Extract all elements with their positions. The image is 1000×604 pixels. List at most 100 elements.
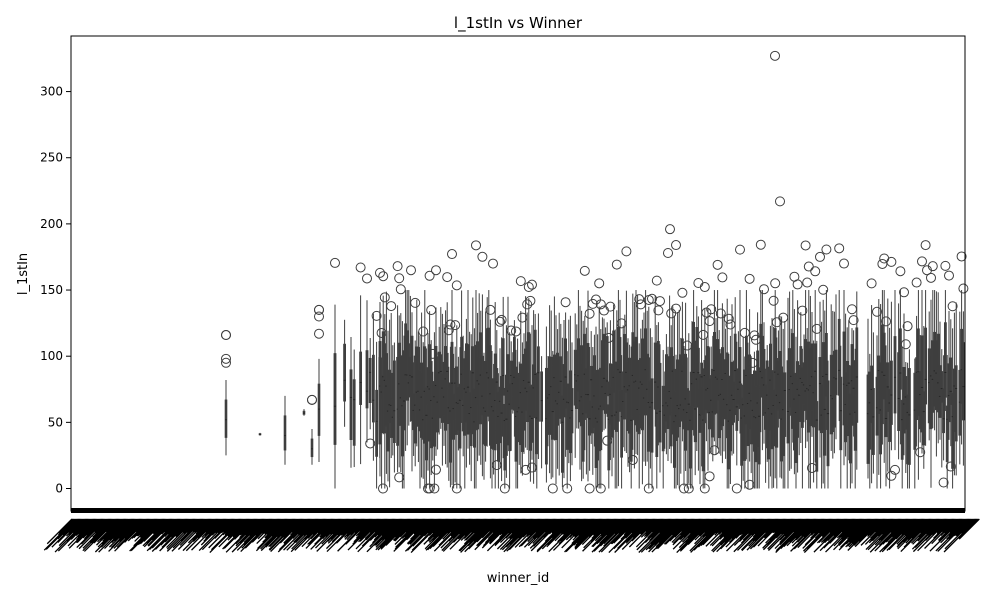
notable-outlier bbox=[314, 304, 324, 315]
x-tick-label bbox=[848, 518, 878, 548]
x-tick-label bbox=[62, 518, 80, 536]
x-tick-label bbox=[291, 518, 323, 550]
x-tick-label bbox=[858, 518, 883, 542]
box-item bbox=[933, 290, 937, 431]
x-tick-label bbox=[166, 518, 201, 552]
x-tick-label bbox=[748, 518, 777, 547]
x-tick-label bbox=[929, 518, 963, 552]
x-tick-label bbox=[640, 518, 676, 553]
x-tick-label bbox=[161, 518, 191, 548]
x-tick-label bbox=[829, 518, 855, 544]
x-tick-label bbox=[658, 518, 684, 544]
x-tick-labels bbox=[43, 518, 980, 554]
outlier-point bbox=[739, 327, 750, 338]
x-tick-label bbox=[501, 518, 534, 551]
x-tick-label bbox=[838, 518, 858, 538]
x-tick-label bbox=[357, 518, 392, 553]
x-tick-label bbox=[651, 518, 686, 553]
x-tick-label bbox=[917, 518, 941, 542]
x-tick-label bbox=[223, 518, 237, 533]
box-item bbox=[768, 325, 772, 477]
x-tick-label bbox=[355, 518, 374, 537]
outlier-point bbox=[602, 435, 613, 446]
outlier-point bbox=[595, 483, 606, 494]
box-item bbox=[368, 337, 372, 430]
x-tick-label bbox=[404, 518, 424, 538]
box-item bbox=[853, 348, 857, 489]
x-tick-label bbox=[80, 518, 107, 545]
x-tick-label bbox=[499, 518, 517, 536]
outlier-point bbox=[755, 239, 766, 250]
outlier-point bbox=[800, 240, 811, 251]
box-item bbox=[642, 312, 646, 462]
notable-outlier bbox=[307, 394, 317, 405]
x-tick-label bbox=[279, 518, 305, 544]
x-tick-label bbox=[821, 518, 841, 538]
x-tick-label bbox=[243, 518, 268, 543]
x-tick-label bbox=[423, 518, 450, 545]
x-tick-label bbox=[283, 518, 309, 544]
x-tick-label bbox=[467, 518, 496, 547]
x-tick-label bbox=[265, 518, 295, 548]
x-tick-label bbox=[636, 518, 669, 551]
x-tick-label bbox=[624, 518, 646, 539]
x-tick-label bbox=[268, 518, 301, 551]
x-tick-label bbox=[723, 518, 742, 538]
x-tick-label bbox=[816, 518, 842, 544]
x-tick-label bbox=[494, 518, 523, 547]
x-tick-label bbox=[603, 518, 630, 545]
x-tick-label bbox=[600, 518, 617, 535]
x-tick-label bbox=[355, 518, 387, 550]
outlier-point bbox=[371, 310, 382, 321]
x-tick-label bbox=[781, 518, 797, 535]
x-tick-label bbox=[218, 518, 248, 548]
x-tick-label bbox=[465, 518, 488, 541]
x-tick-label bbox=[846, 518, 876, 547]
x-tick-label bbox=[552, 518, 586, 551]
x-tick-label bbox=[924, 518, 955, 549]
x-tick-label bbox=[147, 518, 175, 546]
x-tick-label bbox=[57, 518, 82, 543]
outlier-point bbox=[911, 277, 922, 288]
x-tick-label bbox=[752, 518, 783, 548]
box-item bbox=[540, 356, 544, 469]
box-item bbox=[882, 290, 886, 463]
x-tick-label bbox=[779, 518, 802, 541]
x-tick-label bbox=[522, 518, 542, 538]
outlier-point bbox=[424, 270, 435, 281]
box-body bbox=[949, 357, 953, 405]
x-tick-label bbox=[775, 518, 809, 552]
x-tick-label bbox=[728, 518, 754, 543]
box-item bbox=[392, 342, 396, 473]
x-tick-label bbox=[427, 518, 443, 534]
box-body bbox=[333, 353, 337, 445]
x-tick-label bbox=[457, 518, 479, 540]
x-tick-label bbox=[223, 518, 255, 549]
x-tick-label bbox=[249, 518, 267, 537]
outlier-point bbox=[715, 308, 726, 319]
box-item bbox=[431, 371, 435, 461]
outlier-point bbox=[956, 251, 967, 262]
x-tick-label bbox=[54, 518, 89, 553]
outlier-point bbox=[682, 340, 693, 351]
box-body bbox=[907, 368, 911, 465]
box-item bbox=[258, 432, 262, 436]
x-tick-label bbox=[740, 518, 773, 551]
box-item bbox=[759, 290, 763, 433]
outlier-point bbox=[491, 460, 502, 471]
x-tick-label bbox=[419, 518, 438, 536]
outlier-point bbox=[527, 279, 537, 290]
x-tick-label bbox=[236, 518, 270, 551]
box-item bbox=[807, 290, 811, 489]
notable-outlier bbox=[775, 196, 785, 207]
x-tick-label bbox=[560, 518, 584, 542]
x-tick-label bbox=[222, 518, 254, 550]
box-item bbox=[556, 329, 560, 469]
box-body bbox=[826, 380, 830, 467]
x-tick-label bbox=[297, 518, 314, 535]
x-tick-label bbox=[264, 518, 285, 539]
x-tick-label bbox=[70, 518, 93, 540]
x-tick-label bbox=[394, 518, 421, 545]
x-tick-label bbox=[75, 518, 101, 544]
x-tick-label bbox=[314, 518, 341, 545]
